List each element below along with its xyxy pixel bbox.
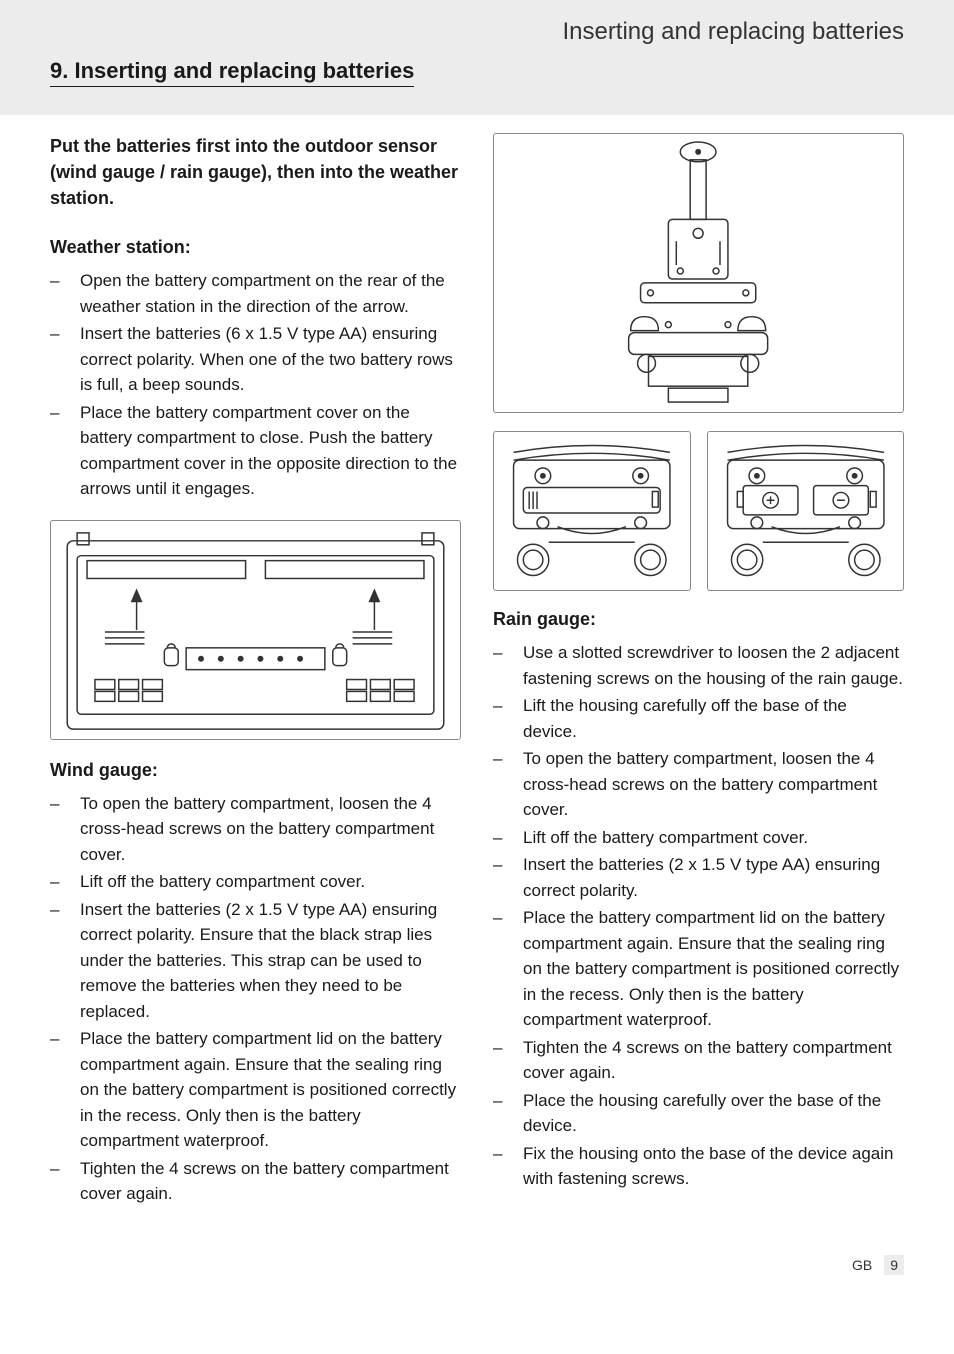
list-item: Place the battery compartment lid on the…	[50, 1026, 461, 1154]
page-footer: GB 9	[0, 1255, 954, 1305]
wind-gauge-list: To open the battery compartment, loosen …	[50, 791, 461, 1207]
intro-text: Put the batteries first into the outdoor…	[50, 133, 461, 211]
list-item: Lift off the battery compartment cover.	[50, 869, 461, 895]
wind-gauge-illustration	[493, 133, 904, 413]
list-item: Use a slotted screwdriver to loosen the …	[493, 640, 904, 691]
list-item: Insert the batteries (6 x 1.5 V type AA)…	[50, 321, 461, 398]
list-item: Insert the batteries (2 x 1.5 V type AA)…	[493, 852, 904, 903]
rain-gauge-illustration-closed	[493, 431, 691, 591]
weather-station-heading: Weather station:	[50, 237, 461, 258]
list-item: Place the battery compartment lid on the…	[493, 905, 904, 1033]
wind-gauge-heading: Wind gauge:	[50, 760, 461, 781]
page-number: 9	[884, 1255, 904, 1275]
rain-gauge-list: Use a slotted screwdriver to loosen the …	[493, 640, 904, 1192]
list-item: Tighten the 4 screws on the battery comp…	[50, 1156, 461, 1207]
rain-gauge-heading: Rain gauge:	[493, 609, 904, 630]
list-item: Place the battery compartment cover on t…	[50, 400, 461, 502]
running-title: Inserting and replacing batteries	[50, 18, 904, 46]
rain-gauge-illustration-open	[707, 431, 905, 591]
right-column: Rain gauge: Use a slotted screwdriver to…	[493, 133, 904, 1225]
list-item: Tighten the 4 screws on the battery comp…	[493, 1035, 904, 1086]
left-column: Put the batteries first into the outdoor…	[50, 133, 461, 1225]
list-item: Fix the housing onto the base of the dev…	[493, 1141, 904, 1192]
list-item: Lift the housing carefully off the base …	[493, 693, 904, 744]
list-item: Open the battery compartment on the rear…	[50, 268, 461, 319]
list-item: Place the housing carefully over the bas…	[493, 1088, 904, 1139]
list-item: To open the battery compartment, loosen …	[50, 791, 461, 868]
footer-label: GB	[852, 1257, 872, 1273]
list-item: To open the battery compartment, loosen …	[493, 746, 904, 823]
list-item: Insert the batteries (2 x 1.5 V type AA)…	[50, 897, 461, 1025]
weather-station-list: Open the battery compartment on the rear…	[50, 268, 461, 502]
list-item: Lift off the battery compartment cover.	[493, 825, 904, 851]
weather-station-illustration	[50, 520, 461, 740]
section-title: 9. Inserting and replacing batteries	[50, 58, 414, 87]
